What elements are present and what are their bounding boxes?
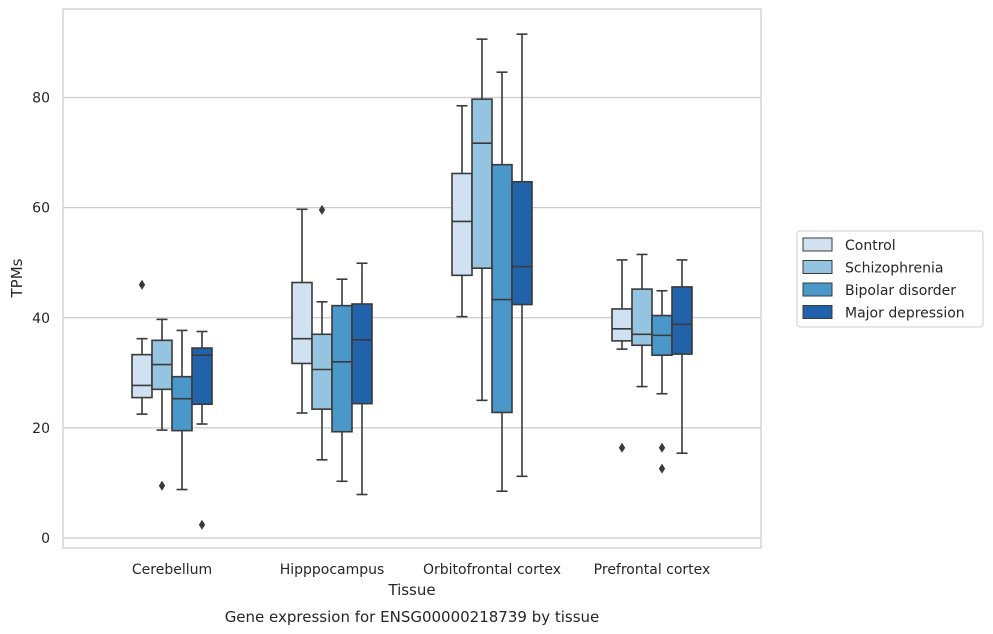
x-tick-label-3: Prefrontal cortex	[594, 562, 711, 578]
box-3-2	[511, 33, 533, 478]
box-3-0	[191, 330, 213, 530]
y-tick-label-80: 80	[32, 91, 50, 107]
outlier-point-0	[318, 204, 326, 215]
box-1-0	[151, 318, 173, 491]
box-iqr	[331, 304, 353, 433]
box-iqr	[191, 347, 213, 405]
x-tick-label-0: Cerebellum	[132, 562, 212, 578]
legend-frame	[796, 230, 984, 328]
y-tick-labels: 0 20 40 60 80	[32, 91, 50, 548]
legend-swatch-3	[802, 305, 833, 319]
box-iqr	[131, 353, 153, 399]
legend-swatch-1	[802, 260, 833, 274]
y-tick-label-60: 60	[32, 201, 50, 217]
legend-swatch-2	[802, 282, 833, 297]
box-2-0	[171, 329, 193, 491]
legend-swatch-0	[802, 237, 833, 252]
box-iqr	[471, 98, 493, 269]
outlier-point-0	[198, 519, 206, 530]
box-iqr	[631, 288, 653, 347]
y-tick-label-0: 0	[41, 531, 50, 547]
box-iqr	[451, 172, 473, 277]
box-0-1	[291, 208, 313, 414]
outlier-point-0	[658, 442, 666, 453]
box-iqr	[291, 281, 313, 365]
box-3-1	[351, 262, 373, 496]
chart-caption: Gene expression for ENSG00000218739 by t…	[225, 608, 600, 626]
box-2-1	[331, 278, 353, 483]
x-tick-label-1: Hipppocampus	[280, 562, 385, 578]
box-series	[131, 33, 693, 530]
outlier-point-1	[658, 463, 666, 474]
plot-frame	[62, 8, 762, 549]
box-0-0	[131, 279, 153, 415]
box-0-2	[451, 104, 473, 318]
box-1-3	[631, 253, 653, 388]
y-axis-label: TPMs	[8, 258, 26, 298]
y-tick-label-20: 20	[32, 421, 50, 437]
outlier-point-0	[618, 442, 626, 453]
box-iqr	[511, 180, 533, 306]
box-iqr	[311, 333, 333, 410]
box-iqr	[171, 375, 193, 432]
y-tick-label-40: 40	[32, 311, 50, 327]
box-0-3	[611, 259, 633, 453]
legend: Control Schizophrenia Bipolar disorder Majo…	[796, 230, 984, 328]
x-axis-label: Tissue	[387, 581, 435, 599]
legend-label-0: Control	[845, 238, 896, 254]
box-iqr	[351, 303, 373, 405]
box-iqr	[491, 163, 513, 414]
box-2-3	[651, 289, 673, 474]
legend-label-1: Schizophrenia	[845, 261, 943, 277]
box-iqr	[671, 286, 693, 355]
box-iqr	[611, 308, 633, 342]
box-1-1	[311, 204, 333, 461]
box-1-2	[471, 38, 493, 402]
legend-label-2: Bipolar disorder	[845, 283, 956, 299]
x-tick-labels: Cerebellum Hipppocampus Orbitofrontal cort…	[132, 562, 710, 578]
legend-label-3: Major depression	[845, 306, 965, 322]
box-3-3	[671, 259, 693, 455]
x-tick-label-2: Orbitofrontal cortex	[423, 562, 561, 578]
outlier-point-0	[158, 480, 166, 491]
outlier-point-0	[138, 279, 146, 290]
